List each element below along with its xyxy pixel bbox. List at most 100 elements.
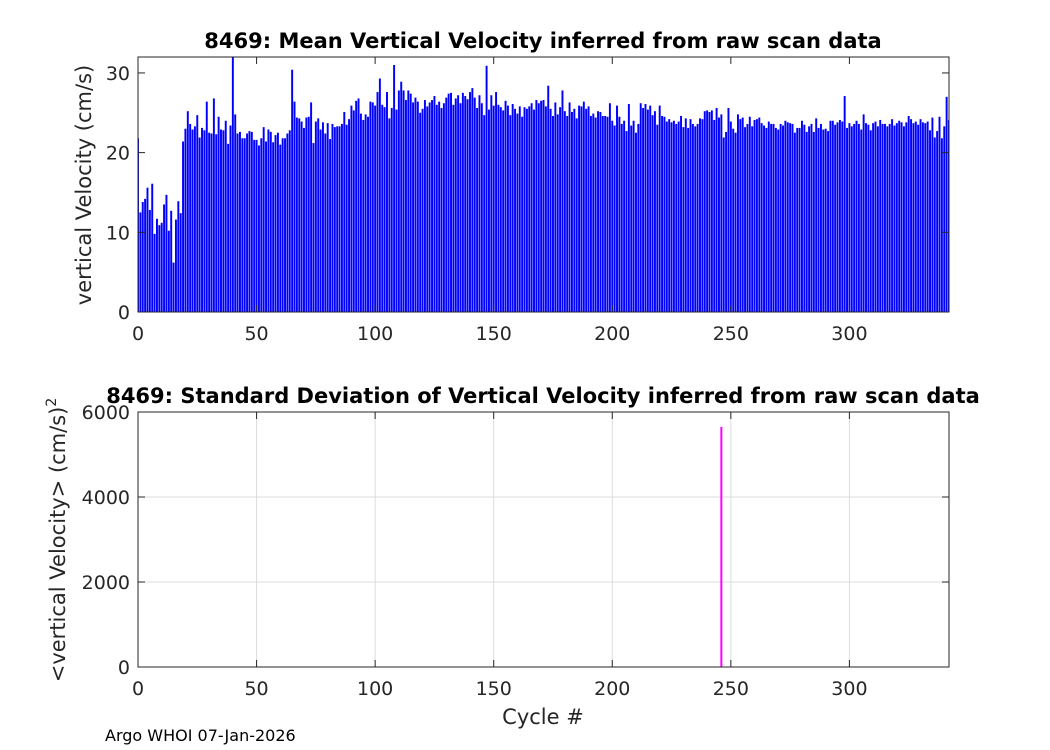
- footer-credit: Argo WHOI 07-Jan-2026: [105, 726, 296, 745]
- bar: [616, 105, 618, 312]
- bar: [355, 100, 358, 312]
- bar: [736, 114, 739, 313]
- bar: [331, 123, 334, 312]
- bar: [305, 117, 308, 312]
- bar: [713, 119, 716, 312]
- bar: [499, 107, 502, 312]
- bar: [635, 132, 637, 312]
- bar: [329, 139, 332, 312]
- bar: [170, 210, 173, 312]
- bar: [151, 183, 154, 312]
- bar: [158, 225, 161, 312]
- bar: [139, 212, 142, 312]
- bar: [179, 213, 182, 312]
- bar: [167, 230, 170, 312]
- bar: [770, 123, 773, 312]
- mean-velocity-panel: 0 50 100 150 200 250 300 0 10 20 30 8469: Mean Ve…: [72, 29, 950, 345]
- bar: [506, 105, 509, 312]
- bar: [872, 123, 875, 312]
- bar: [594, 117, 597, 312]
- bar: [857, 123, 860, 312]
- x-tick-label: 250: [713, 323, 749, 345]
- bar: [516, 113, 519, 312]
- bar: [497, 104, 500, 312]
- bar: [193, 126, 196, 312]
- bar: [708, 111, 711, 312]
- bar: [165, 194, 168, 312]
- bar: [651, 115, 654, 312]
- bar: [777, 129, 780, 312]
- bar: [703, 111, 706, 312]
- bar: [383, 107, 386, 312]
- bar: [260, 138, 263, 312]
- bar: [438, 101, 441, 313]
- bar: [250, 131, 253, 312]
- bar: [687, 127, 690, 312]
- bar: [784, 120, 787, 312]
- bar: [445, 97, 448, 312]
- bar: [310, 102, 313, 312]
- bar: [661, 115, 664, 312]
- bar: [843, 96, 846, 312]
- bar: [459, 103, 462, 312]
- x-tick-label: 50: [244, 323, 268, 345]
- bar: [729, 121, 732, 312]
- bar: [490, 95, 493, 312]
- bar: [547, 85, 550, 312]
- bar: [198, 137, 201, 312]
- bar: [691, 123, 694, 312]
- bar: [834, 124, 837, 312]
- bar: [642, 108, 645, 312]
- bar: [473, 97, 476, 312]
- bar: [357, 98, 360, 312]
- bar: [492, 105, 495, 312]
- bar: [267, 129, 270, 312]
- bar: [597, 111, 600, 312]
- bar: [867, 124, 870, 312]
- y-axis-label-std-text: <vertical Velocity> (cm/s): [46, 407, 70, 683]
- y-tick-label: 4000: [82, 487, 130, 509]
- bar: [563, 111, 566, 312]
- bar: [291, 69, 294, 312]
- bar: [846, 127, 848, 312]
- bar: [917, 124, 920, 312]
- bar: [217, 116, 220, 313]
- bar: [203, 130, 206, 312]
- bar: [300, 121, 303, 312]
- bar: [293, 101, 296, 313]
- bar: [295, 117, 298, 312]
- bar: [184, 128, 187, 312]
- bar: [433, 96, 436, 312]
- bar: [521, 116, 524, 313]
- bar: [827, 131, 830, 312]
- bar: [929, 130, 931, 312]
- bar: [338, 126, 341, 312]
- bar: [421, 108, 424, 312]
- bar: [793, 132, 796, 312]
- bar: [623, 120, 626, 312]
- x-ticks-0: 0 50 100 150 200 250 300: [132, 57, 868, 345]
- bar: [680, 115, 683, 312]
- bar: [141, 202, 144, 312]
- bar: [144, 198, 147, 312]
- chart-title-std: 8469: Standard Deviation of Vertical Vel…: [106, 384, 980, 408]
- bar: [682, 127, 685, 313]
- bar: [340, 123, 343, 312]
- bar: [402, 90, 405, 312]
- bar: [905, 122, 908, 312]
- x-ticks-1: 0 50 100 150 200 250 300: [132, 412, 868, 700]
- bar: [537, 103, 540, 312]
- bar: [710, 110, 713, 312]
- bar: [345, 124, 348, 312]
- bar: [525, 108, 528, 312]
- bar: [426, 106, 429, 312]
- bar: [464, 96, 467, 312]
- bar: [656, 124, 659, 312]
- bar: [819, 123, 822, 312]
- bar: [253, 139, 256, 313]
- bar: [921, 122, 924, 312]
- bar: [466, 99, 469, 312]
- bar: [435, 104, 438, 312]
- bar: [371, 102, 374, 312]
- bar: [483, 115, 486, 312]
